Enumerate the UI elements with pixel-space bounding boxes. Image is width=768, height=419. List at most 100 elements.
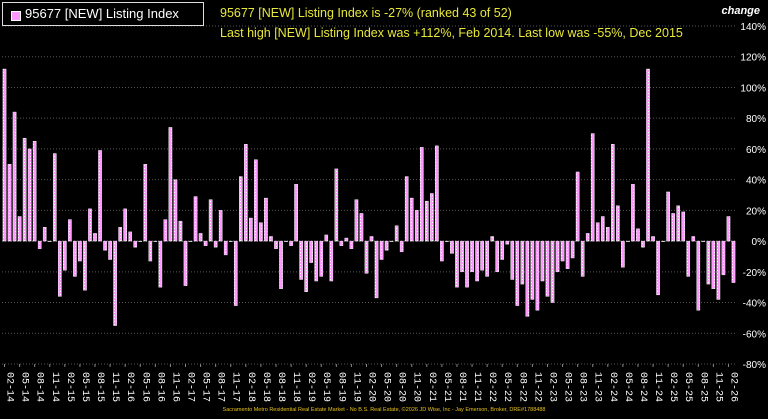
bar [595, 222, 600, 242]
bar [671, 213, 675, 242]
bar [108, 240, 112, 260]
bar [314, 240, 319, 282]
x-tick-label: 11-15 [109, 372, 120, 402]
bar [264, 197, 268, 242]
bar [651, 236, 655, 242]
bar [465, 240, 469, 288]
bar [445, 240, 449, 242]
bar [414, 210, 419, 242]
bar [148, 240, 153, 262]
bar [641, 240, 645, 248]
bar [334, 168, 339, 242]
bar [585, 233, 590, 242]
x-tick-label: 11-14 [49, 372, 60, 402]
x-tick-label: 02-14 [4, 372, 15, 402]
bar [661, 240, 665, 242]
bar [238, 176, 243, 242]
bar [404, 176, 409, 242]
y-tick-label: 0% [752, 237, 767, 248]
bar [475, 240, 479, 282]
bar [711, 240, 716, 289]
bar [269, 236, 273, 242]
bar [510, 240, 515, 280]
bar [103, 240, 107, 251]
bar [706, 240, 711, 285]
footer-credit: Sacramento Metro Residential Real Estate… [222, 407, 546, 413]
x-tick-label: 02-18 [245, 372, 256, 402]
bar [329, 240, 334, 282]
bar [63, 240, 67, 271]
headline-line-1: 95677 [NEW] Listing Index is -27% (ranke… [220, 6, 512, 20]
bar [600, 216, 605, 242]
bar [435, 145, 439, 242]
bar [716, 240, 721, 300]
x-tick-label: 11-19 [350, 372, 361, 402]
x-tick-label: 05-14 [19, 372, 30, 402]
y-axis: 140% 120% 100% 80% 60% 40% 20% 0% -20% -40% -60% -8… [740, 22, 766, 371]
bar [605, 227, 610, 242]
bar [12, 111, 17, 242]
bar [73, 240, 77, 277]
x-tick-label: 11-24 [652, 372, 663, 402]
bar [540, 240, 545, 282]
bar [535, 240, 540, 311]
x-tick-label: 08-17 [215, 372, 226, 402]
x-tick-label: 05-20 [381, 372, 392, 402]
legend: 95677 [NEW] Listing Index [2, 2, 204, 26]
bar [364, 240, 369, 274]
x-tick-label: 05-22 [501, 372, 512, 402]
bar [686, 240, 691, 277]
x-tick-label: 08-20 [396, 372, 407, 402]
bar [726, 216, 731, 242]
bar [158, 240, 163, 288]
bar [223, 240, 228, 256]
y-tick-label: -60% [743, 329, 766, 340]
x-tick-label: 08-25 [697, 372, 708, 402]
bar [344, 237, 349, 242]
bar [249, 217, 253, 242]
bar [279, 240, 283, 289]
bar [32, 141, 37, 242]
bar [259, 222, 263, 242]
bar [691, 236, 696, 242]
y-tick-label: 120% [740, 53, 766, 64]
bar [143, 164, 148, 242]
bar [359, 213, 364, 242]
bar [289, 240, 293, 246]
x-tick-label: 02-16 [124, 372, 135, 402]
bar [450, 240, 454, 254]
bar [626, 240, 630, 242]
bar [570, 240, 575, 259]
bar [636, 228, 640, 242]
x-tick-label: 11-23 [592, 372, 603, 402]
bars [2, 68, 736, 326]
bar [188, 240, 193, 242]
bar [118, 227, 122, 242]
bar [409, 197, 414, 242]
x-tick-label: 02-25 [667, 372, 678, 402]
x-tick-label: 02-23 [546, 372, 557, 402]
bar [233, 240, 238, 306]
y-tick-label: 60% [746, 145, 766, 156]
bar [339, 240, 344, 246]
x-tick-label: 08-23 [577, 372, 588, 402]
bar [354, 199, 359, 242]
bar [676, 205, 680, 242]
x-tick-label: 05-23 [562, 372, 573, 402]
x-tick-label: 05-17 [200, 372, 211, 402]
bar [83, 240, 87, 291]
bar [37, 240, 42, 249]
bar [631, 184, 635, 242]
bar [374, 240, 379, 299]
x-tick-label: 11-25 [712, 372, 723, 402]
bar [203, 240, 208, 246]
y-tick-label: -80% [743, 360, 766, 371]
bar [555, 240, 560, 273]
bar [550, 240, 555, 303]
bar [244, 144, 248, 242]
bar [113, 240, 117, 326]
y-tick-label: 100% [740, 83, 766, 94]
x-tick-label: 02-19 [305, 372, 316, 402]
x-tick-label: 08-21 [456, 372, 467, 402]
bar [68, 219, 72, 242]
